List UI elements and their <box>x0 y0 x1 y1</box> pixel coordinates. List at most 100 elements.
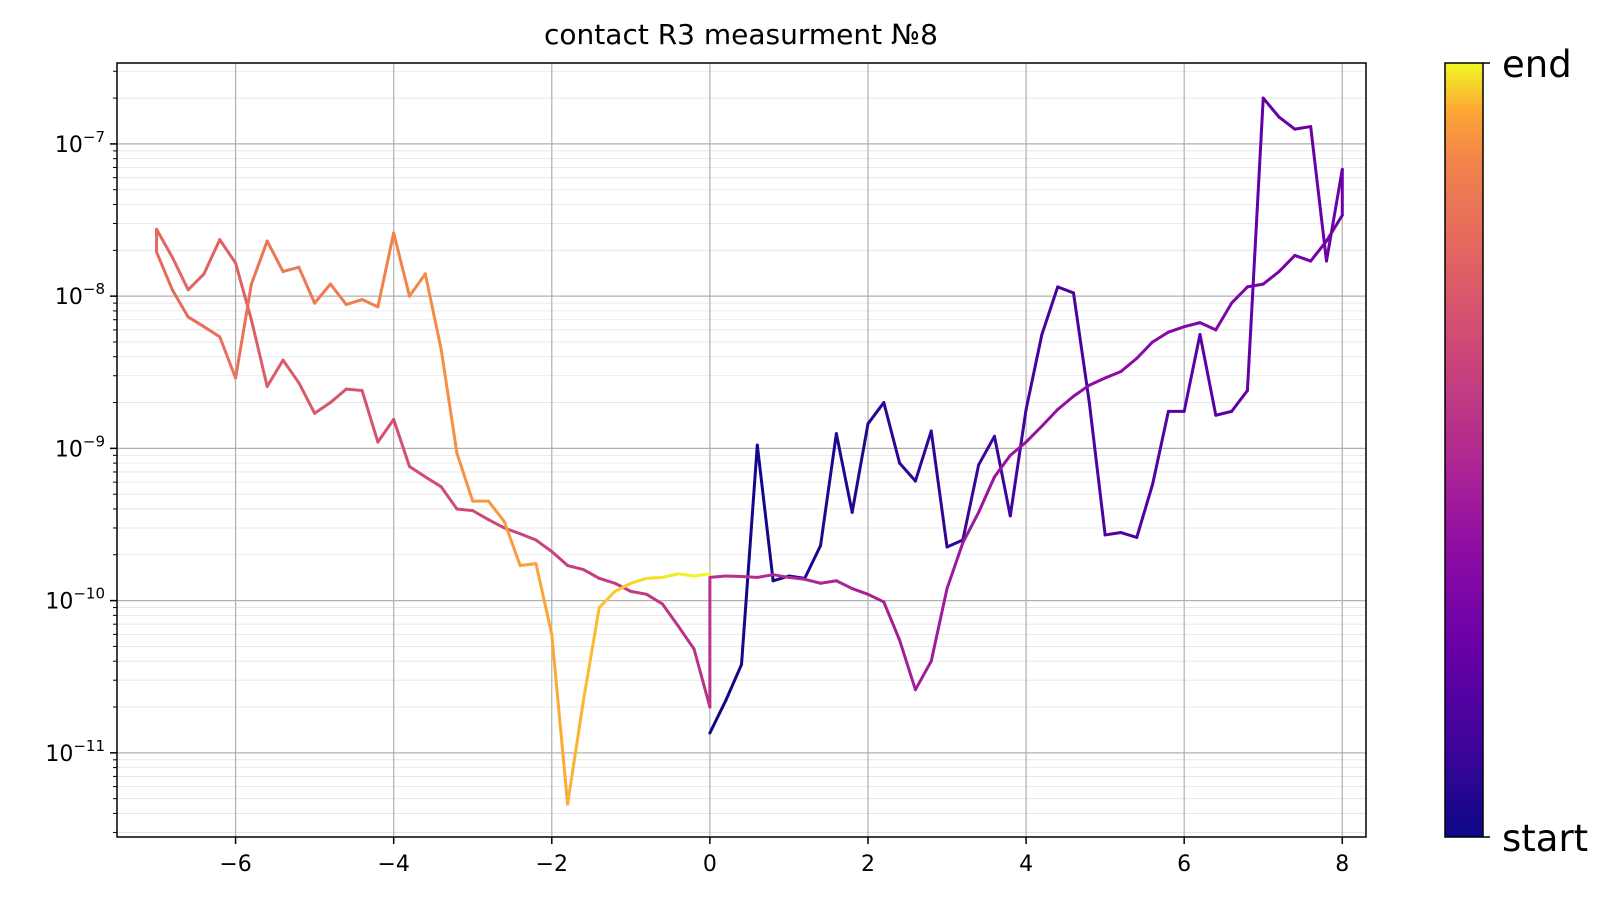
series-segment <box>297 265 317 305</box>
series-segment <box>660 572 680 579</box>
series-segment <box>423 272 443 351</box>
series-segment <box>819 579 838 585</box>
x-tick-label: 8 <box>1335 852 1349 877</box>
series-segment <box>186 315 206 329</box>
series-segment <box>360 298 380 309</box>
series-segment <box>676 572 696 578</box>
series-segment <box>344 387 364 392</box>
x-tick-label: −4 <box>377 852 409 877</box>
series-segment <box>455 451 475 503</box>
series-segment <box>929 429 949 549</box>
chart-title: contact R3 measurment №8 <box>544 18 938 51</box>
series-segment <box>202 238 222 276</box>
series-segment <box>882 401 902 465</box>
series-segment <box>328 387 348 405</box>
series-segment <box>629 589 649 596</box>
series-segment <box>977 434 996 467</box>
series-segment <box>850 587 870 596</box>
series-segment <box>455 507 475 513</box>
series-segment <box>281 358 301 385</box>
series-segment <box>218 335 238 380</box>
y-tick-label: 10−11 <box>45 737 105 767</box>
colorbar-label-end: end <box>1502 43 1572 86</box>
series-segment <box>1135 482 1155 539</box>
series-segment <box>1182 332 1202 413</box>
minor-gridlines <box>117 70 1366 833</box>
series-segment <box>1261 96 1281 119</box>
series-segment <box>1056 285 1076 295</box>
series-segment <box>1245 282 1265 289</box>
series-segment <box>1293 253 1313 263</box>
x-tick-label: −6 <box>219 852 251 877</box>
series-segment <box>961 463 981 542</box>
series-segment <box>186 272 206 292</box>
series-segment <box>629 576 649 585</box>
series-segment <box>344 298 364 307</box>
series-segment <box>1151 330 1170 344</box>
series-segment <box>1040 408 1060 428</box>
series-segment <box>1103 369 1123 380</box>
x-tick-label: 4 <box>1019 852 1033 877</box>
series-segment <box>1008 408 1028 518</box>
series-segment <box>929 587 949 663</box>
series-segment <box>265 358 285 388</box>
series-segment <box>439 347 459 455</box>
series-segment <box>487 518 506 530</box>
series-segment <box>898 638 917 692</box>
series-segment <box>518 562 538 568</box>
colorbar: end start <box>1444 43 1588 860</box>
series-segment <box>313 401 332 415</box>
series-segment <box>1119 531 1139 539</box>
series-segment <box>1103 531 1123 537</box>
series-segment <box>1087 401 1107 537</box>
series-segment <box>724 663 743 703</box>
series-segment <box>487 499 506 524</box>
series-segment <box>550 550 570 568</box>
series-segment <box>439 485 459 511</box>
series-segment <box>1245 96 1265 392</box>
series-segment <box>234 282 253 380</box>
series-segment <box>249 318 269 388</box>
series-segment <box>423 475 443 489</box>
colorbar-gradient <box>1444 62 1484 838</box>
series-segment <box>581 568 601 580</box>
series-segment <box>1024 332 1044 412</box>
series-segment <box>834 579 854 591</box>
series-segment <box>1293 125 1313 131</box>
series-segment <box>1214 301 1234 332</box>
series-segment <box>155 250 174 292</box>
series-segment <box>376 231 396 309</box>
series-segment <box>1135 340 1155 360</box>
series-segment <box>740 443 759 667</box>
series-segment <box>471 509 491 522</box>
series-segment <box>234 261 253 322</box>
x-tick-label: −2 <box>536 852 568 877</box>
series-segment <box>1309 239 1328 263</box>
series-segment <box>170 288 190 319</box>
x-tick-label: 0 <box>703 852 717 877</box>
series-segment <box>977 475 996 514</box>
series-segment <box>1040 285 1060 336</box>
colorbar-label-start: start <box>1502 817 1588 860</box>
plot-frame <box>116 62 1367 838</box>
series-segment <box>708 699 728 735</box>
y-tick-label: 10−7 <box>55 128 105 158</box>
series-segment <box>1198 321 1218 332</box>
series-segment <box>803 577 823 585</box>
x-axis: −6 −4 −2 0 2 4 6 8 <box>219 837 1349 877</box>
series-segment <box>992 453 1012 479</box>
series-segment <box>1072 291 1091 405</box>
series-segment <box>613 581 633 593</box>
series-segment <box>1008 440 1028 457</box>
series-segment <box>518 532 538 542</box>
series-segment <box>645 575 664 580</box>
series-segment <box>328 282 348 307</box>
series-segment <box>1151 409 1170 486</box>
series-segment <box>1056 394 1076 412</box>
series-segment <box>913 659 933 692</box>
series-segment <box>170 255 190 292</box>
series-segment <box>313 282 332 305</box>
series-segment <box>740 574 759 579</box>
